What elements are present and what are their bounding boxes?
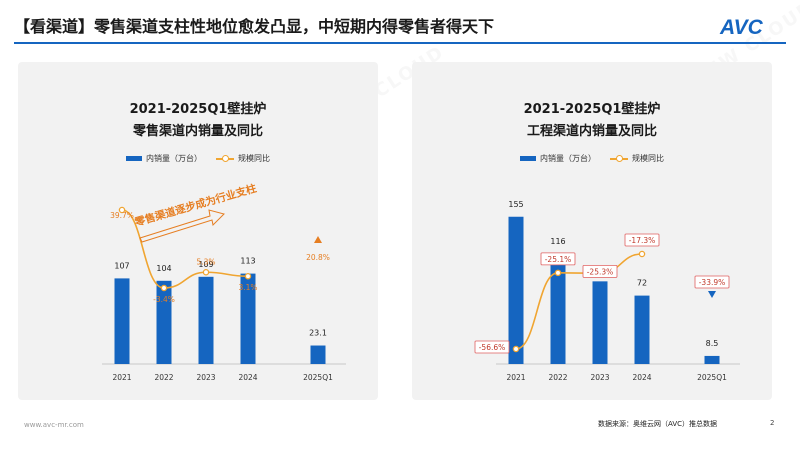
avc-logo-icon: AVC <box>719 16 764 38</box>
line-value-label: -17.3% <box>629 236 656 245</box>
bar-value-label: 116 <box>550 237 565 246</box>
bar-value-label: 107 <box>114 261 129 270</box>
bar-value-label: 8.5 <box>706 339 719 348</box>
x-tick-label: 2022 <box>548 373 567 382</box>
annotation-arrow-icon <box>139 209 225 243</box>
line-value-label: -25.1% <box>545 255 572 264</box>
legend-bar-label: 内销量（万台） <box>540 154 596 163</box>
line-label-box <box>582 264 618 278</box>
bar-value-label: 104 <box>156 264 171 273</box>
bar-value-label: 113 <box>240 257 255 266</box>
x-tick-label: 2023 <box>590 373 609 382</box>
page-number: 2 <box>770 419 775 427</box>
chart-engineering: 155202111620228720237220248.52025Q1-56.6… <box>474 200 740 382</box>
line-point <box>638 250 646 258</box>
legend-line-swatch <box>216 154 234 163</box>
chart-title-line1: 2021-2025Q1壁挂炉 <box>523 102 661 117</box>
series-line <box>515 253 643 350</box>
logo-text: AVC <box>719 16 764 38</box>
legend-bar-label: 内销量（万台） <box>146 154 202 163</box>
bar-value-label: 23.1 <box>309 329 327 338</box>
bar <box>156 280 172 364</box>
chart-legend: 内销量（万台） 规模同比 <box>412 153 772 164</box>
header-rule <box>14 42 786 44</box>
legend-item-line: 规模同比 <box>610 153 664 164</box>
line-value-label: -25.3% <box>587 267 614 276</box>
x-tick-label: 2023 <box>196 373 215 382</box>
legend-bar-swatch <box>520 156 536 161</box>
line-point <box>160 284 168 292</box>
line-label-box <box>540 252 576 266</box>
legend-item-line: 规模同比 <box>216 153 270 164</box>
chart-legend: 内销量（万台） 规模同比 <box>18 153 378 164</box>
chart-title-line2: 工程渠道内销量及同比 <box>526 124 657 139</box>
line-value-label: -33.9% <box>699 278 726 287</box>
chart-retail: 107 2021 104 2022 109 2023 113 2024 23.1 2025Q1 39… <box>102 182 346 382</box>
line-point <box>202 269 210 276</box>
bar <box>114 278 130 364</box>
line-label-box <box>474 340 510 354</box>
legend-line-label: 规模同比 <box>238 154 270 163</box>
x-tick-label: 2021 <box>506 373 525 382</box>
bar <box>592 281 608 364</box>
legend-line-swatch <box>610 154 628 163</box>
bar <box>310 345 326 364</box>
triangle-up-icon <box>314 236 322 243</box>
chart-card-engineering: 2021-2025Q1壁挂炉 工程渠道内销量及同比 内销量（万台） 规模同比 1… <box>412 62 772 400</box>
x-tick-label: 2021 <box>112 373 131 382</box>
page-title: 【看渠道】零售渠道支柱性地位愈发凸显，中短期内得零售者得天下 <box>14 17 495 36</box>
legend-line-label: 规模同比 <box>632 154 664 163</box>
bar <box>198 276 214 364</box>
bar <box>240 273 256 364</box>
line-point <box>118 206 126 214</box>
x-tick-label: 2024 <box>238 373 257 382</box>
legend-item-bar: 内销量（万台） <box>520 153 596 164</box>
legend-item-bar: 内销量（万台） <box>126 153 202 164</box>
line-value-label: -56.6% <box>479 343 506 352</box>
bar-value-label: 72 <box>637 279 647 288</box>
bar <box>634 295 650 364</box>
triangle-down-icon <box>708 291 716 298</box>
line-label-box <box>624 233 660 247</box>
line-point <box>512 345 520 353</box>
legend-bar-swatch <box>126 156 142 161</box>
x-tick-label: 2024 <box>632 373 651 382</box>
bar-value-label: 109 <box>198 260 213 269</box>
chart-title-line1: 2021-2025Q1壁挂炉 <box>129 102 267 117</box>
header: 【看渠道】零售渠道支柱性地位愈发凸显，中短期内得零售者得天下 <box>0 0 800 46</box>
line-value-label: 39.7% <box>110 211 134 220</box>
line-value-label: 5.3% <box>196 257 215 266</box>
line-point <box>244 272 252 280</box>
line-value-label: -3.4% <box>153 295 175 304</box>
chart-title-line2: 零售渠道内销量及同比 <box>132 124 263 139</box>
bar-value-label: 155 <box>508 200 523 209</box>
line-point <box>554 269 562 277</box>
x-tick-label: 2022 <box>154 373 173 382</box>
annotation-text: 零售渠道逐步成为行业支柱 <box>132 182 258 230</box>
x-tick-label: 2025Q1 <box>697 373 727 382</box>
line-value-label: 3.1% <box>238 283 257 292</box>
x-tick-label: 2025Q1 <box>303 373 333 382</box>
line-value-label: 20.8% <box>306 253 330 262</box>
bar <box>550 253 566 364</box>
footer-source: 数据来源：奥维云网（AVC）推总数据 <box>598 420 718 428</box>
chart-card-retail: 2021-2025Q1壁挂炉 零售渠道内销量及同比 内销量（万台） 规模同比 1… <box>18 62 378 400</box>
bar <box>508 216 524 364</box>
footer-site: www.avc-mr.com <box>24 421 84 429</box>
line-label-box <box>694 275 730 289</box>
bar <box>704 355 720 364</box>
